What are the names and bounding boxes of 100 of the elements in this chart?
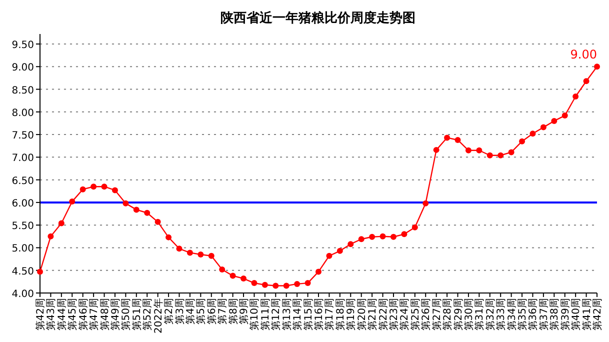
point [336, 248, 343, 254]
point [369, 234, 376, 240]
point [530, 130, 536, 137]
x-tick-label: 第12周 [270, 298, 282, 331]
chart-title: 陕西省近一年猪粮比价周度走势图 [220, 10, 416, 26]
point [122, 200, 129, 206]
x-tick-label: 第31周 [474, 298, 486, 331]
x-tick-label: 第21周 [366, 298, 379, 331]
point [583, 78, 590, 84]
x-tick-label: 第46周 [77, 298, 90, 331]
x-tick-label: 第2周 [163, 298, 176, 324]
point [144, 210, 150, 216]
x-tick-label: 第48周 [98, 298, 111, 331]
point [240, 276, 247, 282]
x-tick-label: 第38周 [548, 298, 561, 331]
x-tick-label: 第36周 [527, 298, 540, 331]
point [101, 184, 108, 190]
x-tick-label: 第29周 [452, 298, 464, 331]
point [186, 250, 193, 256]
x-tick-label: 第8周 [227, 298, 240, 324]
x-tick-label: 第18周 [334, 298, 346, 331]
x-tick-label: 2022年 [152, 298, 164, 334]
point [465, 147, 472, 154]
x-tick-label: 第17周 [324, 298, 336, 331]
y-tick-label: 5.00 [12, 244, 34, 255]
x-tick-label: 第33周 [495, 298, 508, 331]
x-tick-label: 第32周 [484, 298, 496, 331]
y-tick-label: 8.00 [12, 108, 34, 119]
x-tick-label: 第6周 [206, 298, 218, 324]
x-tick-label: 第42周 [34, 298, 46, 331]
point [133, 206, 140, 213]
y-tick-label: 4.00 [12, 289, 34, 300]
x-tick-label: 第25周 [409, 298, 422, 331]
point [358, 236, 364, 242]
x-tick-label: 第43周 [45, 298, 58, 331]
point [112, 187, 118, 194]
point [412, 224, 418, 230]
x-tick-label: 第45周 [66, 298, 79, 331]
point [401, 231, 408, 238]
x-tick-label: 第15周 [302, 298, 314, 331]
point [316, 268, 322, 275]
y-tick-label: 6.00 [12, 198, 34, 210]
point [433, 146, 440, 153]
x-tick-label: 第7周 [216, 298, 229, 324]
point [80, 186, 86, 192]
y-tick-label: 5.50 [12, 221, 34, 232]
x-tick-label: 第11周 [259, 298, 272, 331]
point [508, 149, 514, 156]
point [380, 233, 386, 240]
x-tick-label: 第51周 [130, 298, 143, 331]
point [90, 184, 97, 190]
y-tick-label: 7.50 [12, 130, 34, 142]
point [498, 152, 504, 158]
x-tick-label: 第37周 [538, 298, 550, 331]
y-tick-label: 9.50 [12, 40, 34, 51]
point [230, 272, 236, 279]
x-tick-label: 第42周 [592, 298, 604, 331]
point [294, 280, 300, 287]
point [348, 241, 354, 248]
point [283, 282, 290, 289]
x-tick-label: 第24周 [398, 298, 411, 331]
point [262, 282, 268, 288]
x-tick-label: 第26周 [420, 298, 432, 331]
point [476, 147, 482, 154]
x-tick-label: 第47周 [88, 298, 100, 331]
x-tick-label: 第16周 [313, 298, 325, 331]
x-tick-label: 第13周 [280, 298, 293, 331]
x-tick-label: 第41周 [580, 298, 593, 331]
point [572, 94, 579, 100]
y-tick-label: 4.50 [12, 266, 34, 278]
x-tick-label: 第22周 [377, 298, 390, 331]
x-tick-label: 第44周 [56, 298, 68, 331]
point [251, 280, 258, 286]
point [198, 252, 204, 258]
x-tick-label: 第4周 [184, 298, 196, 324]
y-tick-label: 8.50 [12, 85, 34, 96]
x-tick-label: 第23周 [388, 298, 400, 331]
point [454, 136, 461, 143]
x-tick-label: 第35周 [516, 298, 529, 331]
y-tick-label: 6.50 [12, 176, 34, 187]
point [594, 64, 600, 70]
point [208, 252, 214, 259]
x-tick-label: 第39周 [559, 298, 572, 331]
point [219, 266, 226, 272]
x-tick-label: 第40周 [570, 298, 582, 331]
point [154, 218, 161, 225]
point [272, 282, 279, 289]
x-tick-label: 第9周 [238, 298, 250, 324]
x-tick-label: 第50周 [120, 298, 132, 331]
x-tick-label: 第52周 [142, 298, 154, 331]
point [69, 198, 76, 205]
x-tick-label: 第5周 [195, 298, 208, 324]
x-tick-label: 第20周 [356, 298, 368, 331]
x-tick-label: 第19周 [345, 298, 358, 331]
point [58, 220, 64, 226]
point [176, 246, 182, 252]
y-tick-label: 7.00 [12, 153, 34, 164]
x-tick-label: 第28周 [442, 298, 454, 331]
x-tick-label: 第14周 [292, 298, 304, 331]
data-label: 9.00 [570, 48, 597, 62]
